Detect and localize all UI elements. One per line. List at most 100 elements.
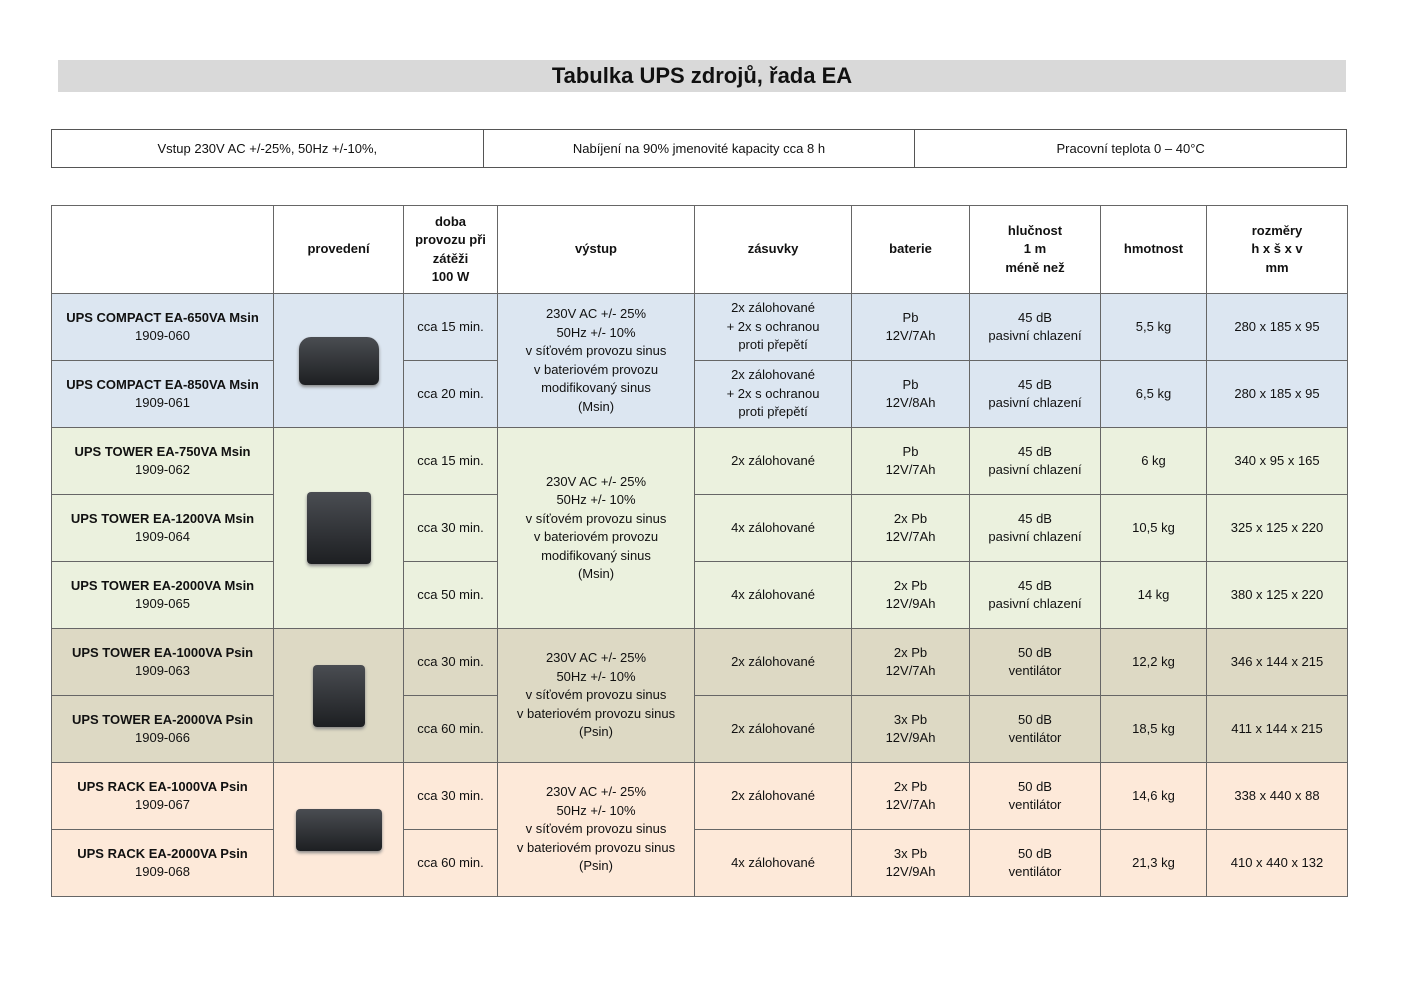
ups-tower-msin-image [306, 492, 371, 564]
sockets-cell: 2x zálohované + 2x s ochranou proti přep… [694, 360, 852, 428]
product-cell: UPS RACK EA-2000VA Psin 1909-068 [51, 829, 274, 897]
weight-cell: 6 kg [1100, 427, 1207, 495]
noise-cell: 50 dB ventilátor [969, 628, 1101, 696]
product-name: UPS COMPACT EA-650VA Msin [66, 309, 259, 325]
page-title: Tabulka UPS zdrojů, řada EA [58, 60, 1346, 92]
weight-cell: 14,6 kg [1100, 762, 1207, 830]
product-image-cell [273, 628, 404, 763]
noise-cell: 45 dB pasivní chlazení [969, 360, 1101, 428]
product-name: UPS TOWER EA-2000VA Psin [71, 711, 254, 727]
table-row: UPS TOWER EA-2000VA Psin 1909-066 cca 60 m… [51, 695, 1348, 763]
product-name: UPS COMPACT EA-850VA Msin [66, 376, 259, 392]
noise-cell: 50 dB ventilátor [969, 829, 1101, 897]
output-cell: 230V AC +/- 25% 50Hz +/- 10% v síťovém p… [497, 628, 695, 763]
dimensions-cell: 325 x 125 x 220 [1206, 494, 1348, 562]
dimensions-cell: 410 x 440 x 132 [1206, 829, 1348, 897]
runtime-cell: cca 60 min. [403, 829, 498, 897]
dimensions-cell: 340 x 95 x 165 [1206, 427, 1348, 495]
product-code: 1909-062 [135, 462, 190, 477]
output-cell: 230V AC +/- 25% 50Hz +/- 10% v síťovém p… [497, 293, 695, 428]
product-cell: UPS RACK EA-1000VA Psin 1909-067 [51, 762, 274, 830]
product-name: UPS TOWER EA-1200VA Msin [70, 510, 255, 526]
info-input: Vstup 230V AC +/-25%, 50Hz +/-10%, [51, 129, 484, 168]
dimensions-cell: 380 x 125 x 220 [1206, 561, 1348, 629]
product-name: UPS RACK EA-2000VA Psin [77, 845, 248, 861]
column-header: hmotnost [1100, 205, 1207, 294]
runtime-cell: cca 50 min. [403, 561, 498, 629]
product-code: 1909-064 [135, 529, 190, 544]
product-image-cell [273, 762, 404, 897]
battery-cell: 2x Pb 12V/7Ah [851, 494, 970, 562]
weight-cell: 12,2 kg [1100, 628, 1207, 696]
battery-cell: Pb 12V/8Ah [851, 360, 970, 428]
weight-cell: 14 kg [1100, 561, 1207, 629]
battery-cell: Pb 12V/7Ah [851, 427, 970, 495]
product-cell: UPS COMPACT EA-650VA Msin 1909-060 [51, 293, 274, 361]
weight-cell: 21,3 kg [1100, 829, 1207, 897]
battery-cell: 2x Pb 12V/7Ah [851, 762, 970, 830]
column-header: hlučnost 1 m méně než [969, 205, 1101, 294]
product-name: UPS TOWER EA-750VA Msin [74, 443, 251, 459]
table-row: UPS TOWER EA-1200VA Msin 1909-064 cca 30 m… [51, 494, 1348, 562]
product-cell: UPS TOWER EA-1200VA Msin 1909-064 [51, 494, 274, 562]
product-image-cell [273, 293, 404, 428]
product-code: 1909-060 [135, 328, 190, 343]
sockets-cell: 2x zálohované [694, 427, 852, 495]
product-image-cell [273, 427, 404, 629]
noise-cell: 45 dB pasivní chlazení [969, 561, 1101, 629]
battery-cell: 3x Pb 12V/9Ah [851, 695, 970, 763]
runtime-cell: cca 30 min. [403, 762, 498, 830]
sockets-cell: 4x zálohované [694, 561, 852, 629]
product-code: 1909-061 [135, 395, 190, 410]
product-code: 1909-065 [135, 596, 190, 611]
runtime-cell: cca 20 min. [403, 360, 498, 428]
column-header: výstup [497, 205, 695, 294]
runtime-cell: cca 30 min. [403, 628, 498, 696]
battery-cell: Pb 12V/7Ah [851, 293, 970, 361]
noise-cell: 45 dB pasivní chlazení [969, 427, 1101, 495]
column-header: rozměry h x š x v mm [1206, 205, 1348, 294]
column-header: doba provozu při zátěži 100 W [403, 205, 498, 294]
weight-cell: 6,5 kg [1100, 360, 1207, 428]
table-row: UPS COMPACT EA-650VA Msin 1909-060 cca 15 … [51, 293, 1348, 428]
ups-tower-psin-image [312, 664, 365, 727]
table-row: UPS TOWER EA-750VA Msin 1909-062 cca 15 mi… [51, 427, 1348, 629]
weight-cell: 18,5 kg [1100, 695, 1207, 763]
sockets-cell: 2x zálohované + 2x s ochranou proti přep… [694, 293, 852, 361]
product-code: 1909-063 [135, 663, 190, 678]
battery-cell: 2x Pb 12V/9Ah [851, 561, 970, 629]
table-row: UPS COMPACT EA-850VA Msin 1909-061 cca 20 … [51, 360, 1348, 428]
output-cell: 230V AC +/- 25% 50Hz +/- 10% v síťovém p… [497, 427, 695, 629]
noise-cell: 45 dB pasivní chlazení [969, 494, 1101, 562]
ups-rack-image [295, 808, 382, 851]
weight-cell: 5,5 kg [1100, 293, 1207, 361]
dimensions-cell: 411 x 144 x 215 [1206, 695, 1348, 763]
runtime-cell: cca 30 min. [403, 494, 498, 562]
product-code: 1909-066 [135, 730, 190, 745]
dimensions-cell: 280 x 185 x 95 [1206, 360, 1348, 428]
info-table: Vstup 230V AC +/-25%, 50Hz +/-10%, Nabíj… [51, 129, 1347, 168]
product-cell: UPS COMPACT EA-850VA Msin 1909-061 [51, 360, 274, 428]
dimensions-cell: 338 x 440 x 88 [1206, 762, 1348, 830]
product-name: UPS TOWER EA-2000VA Msin [70, 577, 255, 593]
info-temperature: Pracovní teplota 0 – 40°C [914, 129, 1347, 168]
product-cell: UPS TOWER EA-750VA Msin 1909-062 [51, 427, 274, 495]
noise-cell: 50 dB ventilátor [969, 762, 1101, 830]
runtime-cell: cca 15 min. [403, 427, 498, 495]
sockets-cell: 2x zálohované [694, 695, 852, 763]
column-header: provedení [273, 205, 404, 294]
product-name: UPS RACK EA-1000VA Psin [77, 778, 248, 794]
product-cell: UPS TOWER EA-1000VA Psin 1909-063 [51, 628, 274, 696]
weight-cell: 10,5 kg [1100, 494, 1207, 562]
column-header: baterie [851, 205, 970, 294]
ups-compact-image [298, 336, 379, 385]
info-charging: Nabíjení na 90% jmenovité kapacity cca 8… [482, 129, 916, 168]
dimensions-cell: 280 x 185 x 95 [1206, 293, 1348, 361]
product-name: UPS TOWER EA-1000VA Psin [71, 644, 254, 660]
runtime-cell: cca 15 min. [403, 293, 498, 361]
table-row: UPS RACK EA-2000VA Psin 1909-068 cca 60 mi… [51, 829, 1348, 897]
product-code: 1909-067 [135, 797, 190, 812]
noise-cell: 45 dB pasivní chlazení [969, 293, 1101, 361]
